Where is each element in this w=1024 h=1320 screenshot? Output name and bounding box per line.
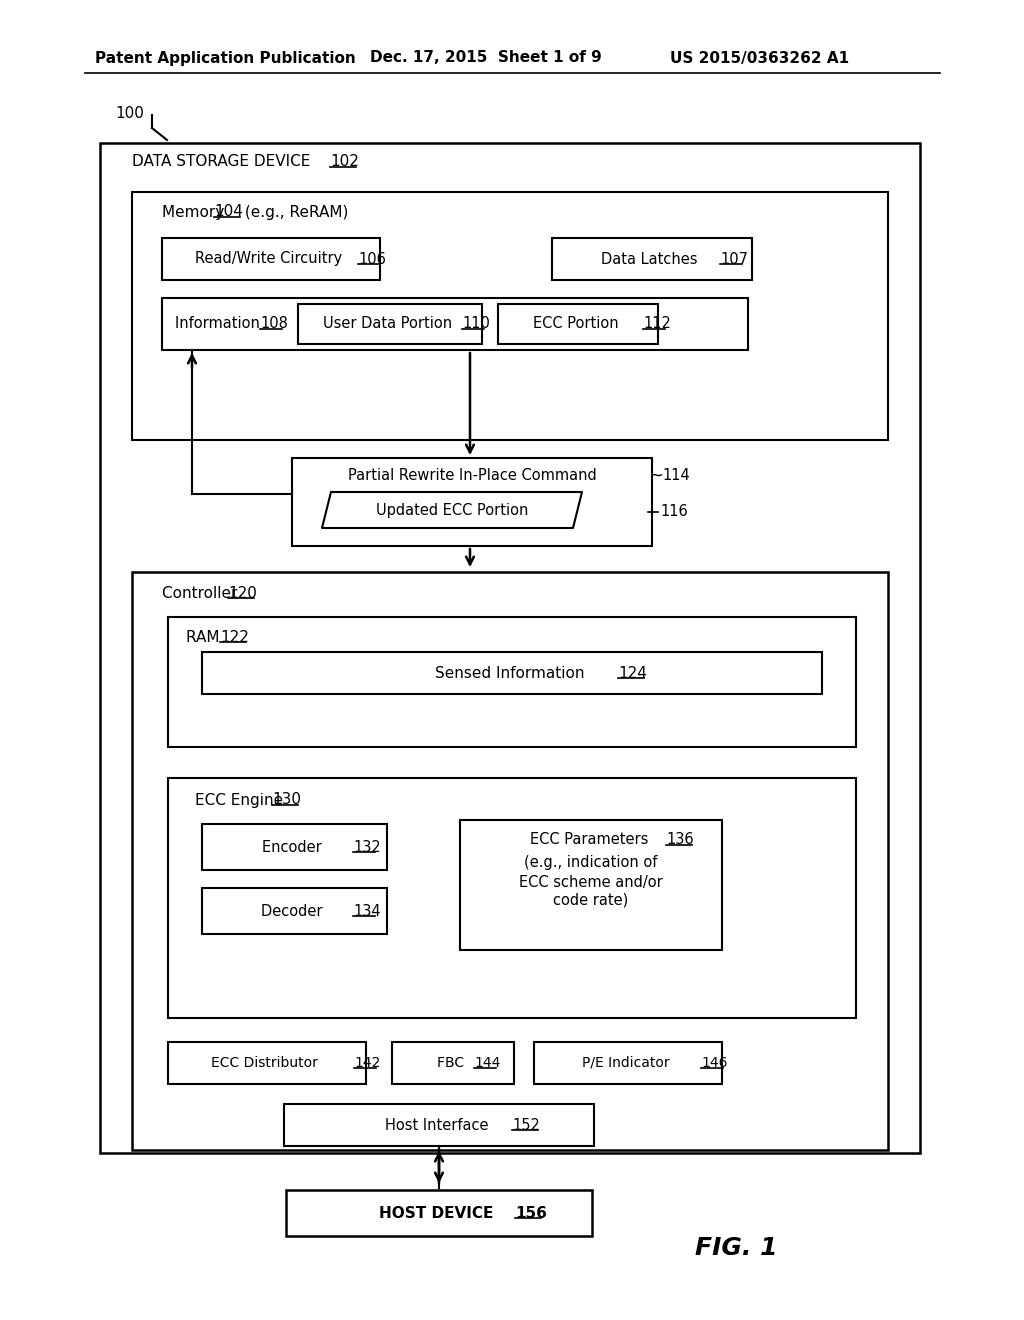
Text: Controller: Controller [162, 586, 243, 601]
Text: 110: 110 [462, 317, 489, 331]
Text: 124: 124 [618, 665, 647, 681]
Text: code rate): code rate) [553, 892, 629, 908]
Bar [298, 304, 482, 345]
Bar [292, 458, 652, 546]
Text: ECC Engine: ECC Engine [195, 792, 288, 808]
Bar [168, 616, 856, 747]
Text: 134: 134 [353, 903, 381, 919]
Text: 144: 144 [474, 1056, 501, 1071]
Bar [392, 1041, 514, 1084]
Text: Sensed Information: Sensed Information [435, 665, 589, 681]
Bar [132, 572, 888, 1150]
Text: ECC Distributor: ECC Distributor [211, 1056, 323, 1071]
Bar [162, 238, 380, 280]
Text: Host Interface: Host Interface [385, 1118, 494, 1133]
Text: 107: 107 [720, 252, 748, 267]
Text: Decoder: Decoder [261, 903, 327, 919]
Text: 120: 120 [228, 586, 257, 601]
Text: (e.g., indication of: (e.g., indication of [524, 855, 657, 870]
Text: Updated ECC Portion: Updated ECC Portion [376, 503, 528, 517]
Text: Dec. 17, 2015  Sheet 1 of 9: Dec. 17, 2015 Sheet 1 of 9 [370, 50, 602, 66]
Bar [202, 888, 387, 935]
Text: ~: ~ [648, 467, 664, 484]
Text: ECC Portion: ECC Portion [532, 317, 624, 331]
Text: Patent Application Publication: Patent Application Publication [95, 50, 355, 66]
Text: 112: 112 [643, 317, 671, 331]
Bar [286, 1191, 592, 1236]
Bar [498, 304, 658, 345]
Text: 142: 142 [354, 1056, 380, 1071]
Text: FIG. 1: FIG. 1 [695, 1236, 777, 1261]
Text: 136: 136 [666, 833, 693, 847]
Bar [168, 1041, 366, 1084]
Bar [202, 824, 387, 870]
Text: 102: 102 [330, 154, 358, 169]
Text: RAM: RAM [186, 630, 224, 644]
Text: ECC Parameters: ECC Parameters [529, 833, 652, 847]
Bar [100, 143, 920, 1152]
Text: Information: Information [175, 317, 264, 331]
Text: HOST DEVICE: HOST DEVICE [379, 1205, 499, 1221]
Bar [168, 777, 856, 1018]
Text: 100: 100 [115, 106, 144, 120]
Bar [552, 238, 752, 280]
Text: User Data Portion: User Data Portion [324, 317, 457, 331]
Text: DATA STORAGE DEVICE: DATA STORAGE DEVICE [132, 154, 315, 169]
Text: US 2015/0363262 A1: US 2015/0363262 A1 [670, 50, 849, 66]
Bar [132, 191, 888, 440]
Text: 156: 156 [515, 1205, 547, 1221]
Text: 116: 116 [660, 504, 688, 520]
Text: Encoder: Encoder [262, 840, 327, 854]
Text: P/E Indicator: P/E Indicator [582, 1056, 674, 1071]
Text: 108: 108 [260, 317, 288, 331]
Bar [202, 652, 822, 694]
Bar [284, 1104, 594, 1146]
Text: ECC scheme and/or: ECC scheme and/or [519, 874, 663, 890]
Text: (e.g., ReRAM): (e.g., ReRAM) [240, 205, 348, 219]
Text: FBC: FBC [437, 1056, 469, 1071]
Text: 132: 132 [353, 840, 381, 854]
Text: 104: 104 [214, 205, 243, 219]
Bar [162, 298, 748, 350]
Text: Memory: Memory [162, 205, 229, 219]
Text: Read/Write Circuitry: Read/Write Circuitry [195, 252, 347, 267]
Text: 152: 152 [512, 1118, 540, 1133]
Text: 114: 114 [662, 469, 690, 483]
Text: Data Latches: Data Latches [601, 252, 702, 267]
Bar [460, 820, 722, 950]
Text: 106: 106 [358, 252, 386, 267]
Text: Partial Rewrite In-Place Command: Partial Rewrite In-Place Command [347, 469, 596, 483]
Text: 122: 122 [220, 630, 249, 644]
Text: 146: 146 [701, 1056, 727, 1071]
Text: 130: 130 [272, 792, 301, 808]
Bar [534, 1041, 722, 1084]
